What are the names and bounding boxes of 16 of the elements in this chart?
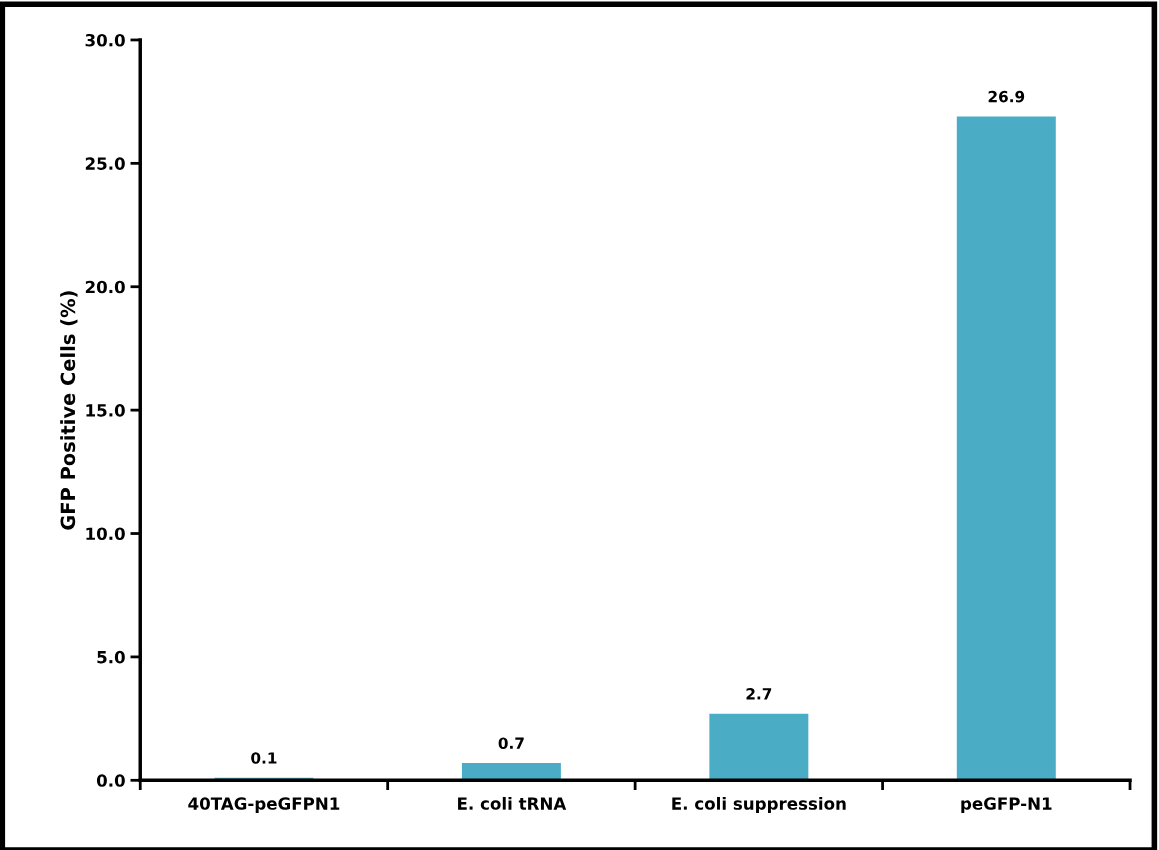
- y-tick-label: 15.0: [86, 404, 125, 417]
- y-tick-label: 5.0: [97, 650, 125, 664]
- data-label: 0.1: [251, 752, 277, 764]
- x-tick-label: E. coli tRNA: [458, 796, 567, 810]
- data-label: 0.7: [498, 737, 524, 749]
- x-tick-label: peGFP-N1: [961, 797, 1052, 814]
- x-tick-label: 40TAG-peGFPN1: [188, 797, 340, 814]
- x-tick-label: E. coli suppression: [672, 796, 846, 814]
- data-label: 2.7: [746, 688, 772, 700]
- data-label: 26.9: [988, 90, 1025, 103]
- y-tick-label: 25.0: [85, 157, 125, 170]
- y-tick-label: 10.0: [86, 527, 125, 541]
- y-tick-label: 0.0: [96, 774, 125, 787]
- y-tick-label: 20.0: [85, 280, 125, 294]
- y-axis-title: GFP Positive Cells (%): [60, 291, 78, 530]
- y-tick-label: 30.0: [85, 33, 125, 47]
